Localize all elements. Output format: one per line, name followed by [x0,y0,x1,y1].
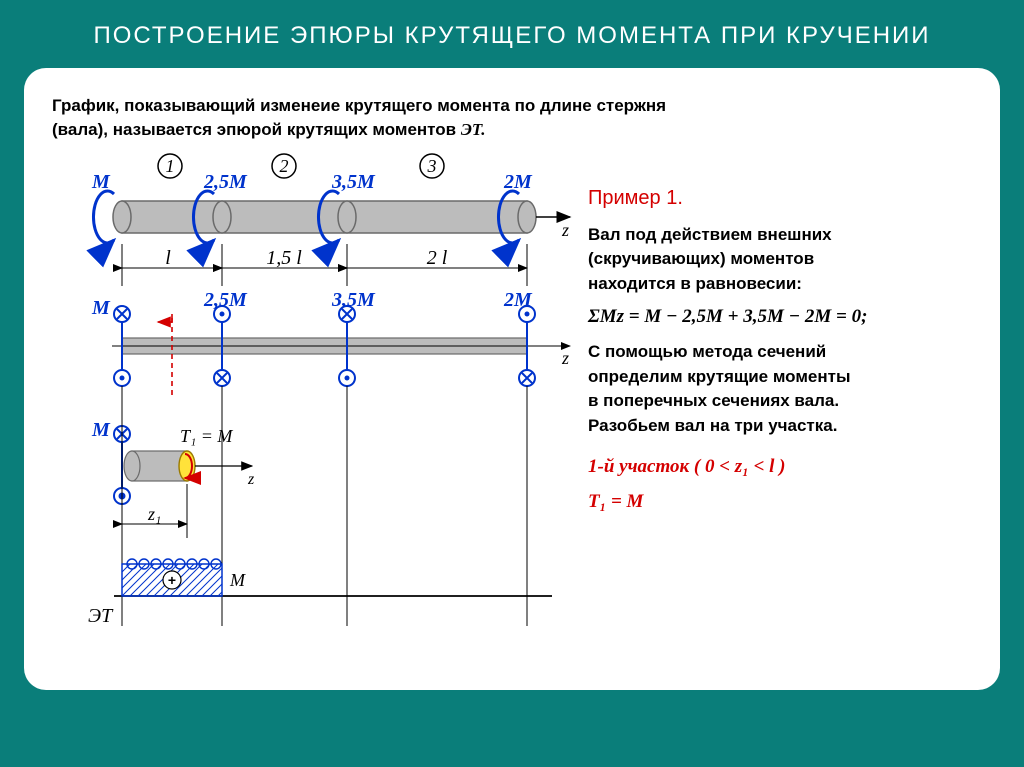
len-1: 1,5 l [266,247,302,269]
p1l3: находится в равновесии: [588,274,802,293]
p1l1: Вал под действием внешних [588,225,832,244]
len-2: 2 l [427,247,448,269]
moment-top-2: 3,5M [331,171,376,193]
right-column: Пример 1. Вал под действием внешних (скр… [588,146,972,646]
section1-label: 1-й участок ( 0 < z₁ < l ) [588,453,972,481]
moment-top-0: M [91,171,111,193]
p1l2: (скручивающих) моментов [588,249,814,268]
section-label-3: 3 [427,156,437,176]
intro-text: График, показывающий изменеие крутящего … [52,94,972,142]
z-axis-mid: z [561,348,569,368]
section1-a: 1-й участок [588,456,694,477]
intro-line2a: (вала), называется эпюрой крутящих момен… [52,120,461,139]
p2l4: Разобьем вал на три участка. [588,416,837,435]
z-axis-cut: z [247,471,255,488]
p2l1: С помощью метода сечений [588,342,826,361]
t1-eq-diagram: T₁ = M [180,426,233,446]
plus-sign: + [168,572,176,588]
content-card: График, показывающий изменеие крутящего … [24,68,1000,690]
moment-top-3: 2M [503,171,533,193]
moment-mid-0: M [91,297,111,319]
et-label: ЭТ [88,605,114,627]
z-axis-top: z [561,220,569,240]
equilibrium-eq: ΣMz = M − 2,5M + 3,5M − 2M = 0; [588,303,972,331]
len-0: l [165,247,171,269]
section1-b: ( 0 < z₁ < l ) [694,456,786,477]
p2l3: в поперечных сечениях вала. [588,391,839,410]
moment-top-1: 2,5M [203,171,248,193]
epure-m: M [229,570,246,590]
diagram-area: 1 2 3 z [52,146,572,646]
p2l2: определим крутящие моменты [588,367,851,386]
t1-equation: T₁ = M [588,488,972,516]
moment-mid-2: 3,5M [331,289,376,311]
section-label-1: 1 [166,156,175,176]
intro-symbol: ЭТ. [461,120,486,139]
moment-cut: M [91,419,111,441]
intro-line1: График, показывающий изменеие крутящего … [52,96,666,115]
page-title: ПОСТРОЕНИЕ ЭПЮРЫ КРУТЯЩЕГО МОМЕНТА ПРИ К… [0,0,1024,68]
z1-label: z₁ [147,504,161,524]
section-label-2: 2 [280,156,289,176]
example-label: Пример 1. [588,184,972,213]
